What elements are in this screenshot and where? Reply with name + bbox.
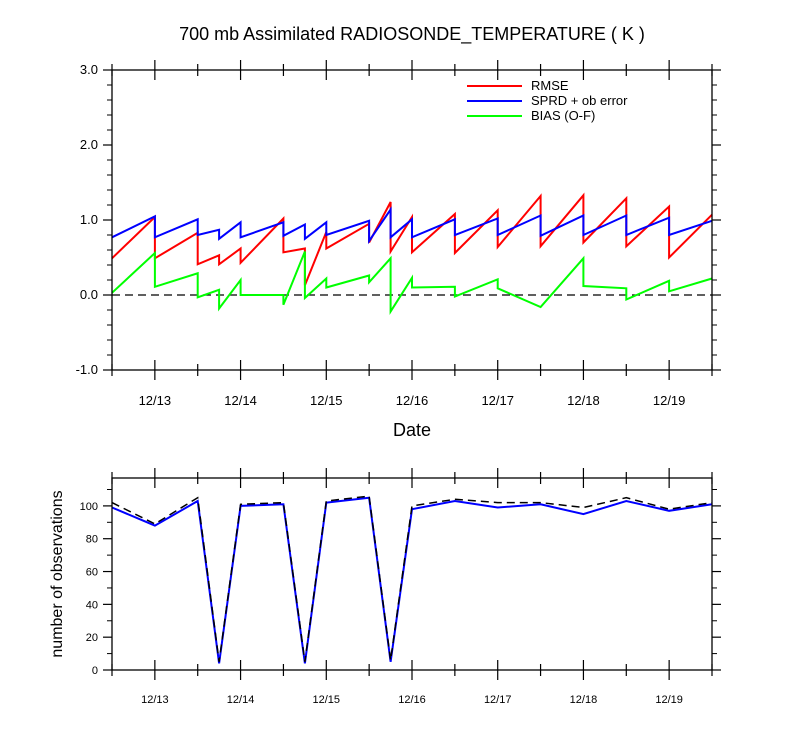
top-xtick-label: 12/19 [653, 393, 686, 408]
bottom-y-axis-label: number of observations [49, 490, 66, 657]
bottom-ytick-label: 20 [86, 632, 98, 644]
top-xtick-label: 12/14 [224, 393, 257, 408]
top-ytick-label: 3.0 [80, 62, 98, 77]
top-xtick-label: 12/17 [481, 393, 514, 408]
top-series-sprd-ob-error-line [111, 206, 713, 245]
bottom-series-assimilated-line [111, 496, 713, 664]
top-xtick-label: 12/18 [567, 393, 600, 408]
top-series-rmse-line [111, 192, 713, 286]
top-ytick-label: 2.0 [80, 137, 98, 152]
top-ytick-label: 1.0 [80, 212, 98, 227]
top-ytick-label: 0.0 [80, 287, 98, 302]
bottom-xtick-label: 12/18 [570, 694, 598, 706]
bottom-ytick-label: 40 [86, 599, 98, 611]
bottom-series-possible-line [111, 495, 713, 662]
legend-label-0: RMSE [531, 78, 569, 93]
top-x-axis-label: Date [393, 420, 431, 440]
bottom-ytick-label: 0 [92, 665, 98, 677]
bottom-xtick-label: 12/14 [227, 694, 255, 706]
bottom-xtick-label: 12/16 [398, 694, 426, 706]
top-xtick-label: 12/13 [139, 393, 172, 408]
legend-label-2: BIAS (O-F) [531, 108, 595, 123]
bottom-ytick-label: 100 [80, 501, 98, 513]
top-ytick-label: -1.0 [76, 362, 98, 377]
bottom-xtick-label: 12/15 [313, 694, 341, 706]
top-series-bias-o-f-line [111, 250, 713, 315]
top-xtick-label: 12/15 [310, 393, 343, 408]
legend-label-1: SPRD + ob error [531, 93, 628, 108]
top-chart-title: 700 mb Assimilated RADIOSONDE_TEMPERATUR… [179, 24, 645, 45]
top-xtick-label: 12/16 [396, 393, 429, 408]
bottom-xtick-label: 12/17 [484, 694, 512, 706]
bottom-ytick-label: 60 [86, 567, 98, 579]
bottom-xtick-label: 12/13 [141, 694, 169, 706]
bottom-ytick-label: 80 [86, 534, 98, 546]
bottom-xtick-label: 12/19 [655, 694, 683, 706]
